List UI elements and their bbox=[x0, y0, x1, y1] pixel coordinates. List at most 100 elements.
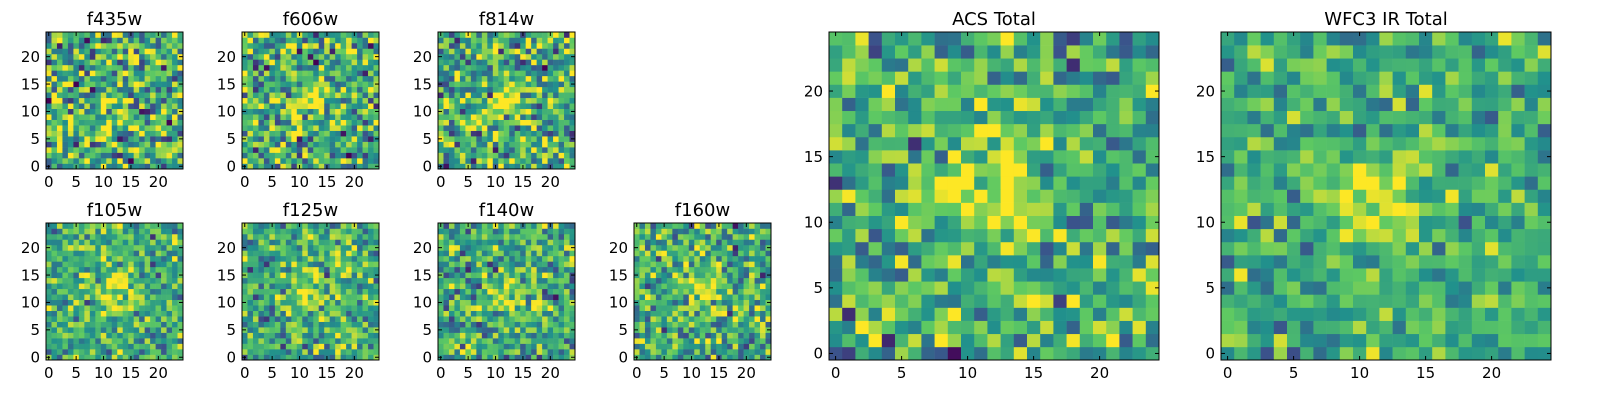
heatmap-cell bbox=[721, 261, 728, 268]
heatmap-cell bbox=[177, 130, 184, 137]
heatmap-cell bbox=[252, 64, 259, 71]
heatmap-cell bbox=[639, 310, 646, 317]
heatmap-cell bbox=[89, 70, 96, 77]
heatmap-cell bbox=[470, 37, 477, 44]
heatmap-cell bbox=[732, 239, 739, 246]
heatmap-cell bbox=[111, 141, 118, 148]
heatmap-cell bbox=[313, 42, 320, 49]
heatmap-cell bbox=[302, 338, 309, 344]
heatmap-cell bbox=[716, 305, 722, 311]
heatmap-cell bbox=[509, 163, 516, 170]
heatmap-cell bbox=[749, 228, 755, 235]
heatmap-cell bbox=[252, 163, 259, 170]
heatmap-cell bbox=[564, 261, 570, 268]
heatmap-cell bbox=[498, 316, 505, 322]
heatmap-cell bbox=[476, 163, 483, 170]
heatmap-cell bbox=[1066, 294, 1081, 308]
heatmap-cell bbox=[525, 130, 532, 137]
heatmap-cell bbox=[117, 163, 124, 170]
heatmap-cell bbox=[542, 64, 548, 71]
heatmap-cell bbox=[155, 152, 162, 159]
heatmap-cell bbox=[525, 228, 532, 235]
heatmap-cell bbox=[291, 349, 298, 355]
heatmap-cell bbox=[84, 81, 91, 88]
heatmap-cell bbox=[128, 310, 134, 317]
heatmap-cell bbox=[503, 266, 510, 273]
x-tick-label: 15 bbox=[513, 173, 532, 191]
heatmap-cell bbox=[760, 223, 766, 229]
heatmap-cell bbox=[128, 158, 134, 164]
heatmap-cell bbox=[520, 92, 526, 99]
heatmap-cell bbox=[666, 255, 673, 262]
heatmap-cell bbox=[705, 255, 712, 262]
heatmap-cell bbox=[62, 354, 69, 361]
heatmap-cell bbox=[139, 158, 145, 164]
heatmap-cell bbox=[666, 261, 673, 268]
heatmap-cell bbox=[329, 239, 336, 246]
heatmap-cell bbox=[644, 354, 651, 361]
heatmap-cell bbox=[51, 327, 58, 333]
heatmap-cell bbox=[362, 294, 369, 301]
heatmap-cell bbox=[1093, 320, 1107, 335]
heatmap-cell bbox=[476, 130, 483, 137]
heatmap-cell bbox=[357, 288, 363, 295]
heatmap-cell bbox=[553, 349, 559, 355]
heatmap-cell bbox=[318, 354, 325, 361]
y-tick-label: 20 bbox=[217, 239, 236, 257]
heatmap-cell bbox=[525, 70, 532, 77]
heatmap-cell bbox=[346, 97, 352, 104]
heatmap-cell bbox=[368, 37, 374, 44]
heatmap-cell bbox=[672, 223, 679, 229]
heatmap-cell bbox=[1040, 163, 1054, 177]
heatmap-cell bbox=[106, 283, 113, 290]
heatmap-cell bbox=[498, 272, 505, 279]
heatmap-cell bbox=[961, 176, 975, 190]
heatmap-cell bbox=[62, 37, 69, 44]
heatmap-cell bbox=[476, 327, 483, 333]
heatmap-cell bbox=[459, 299, 466, 306]
heatmap-cell bbox=[448, 114, 455, 120]
heatmap-cell bbox=[144, 223, 151, 229]
heatmap-cell bbox=[100, 141, 107, 148]
heatmap-cell bbox=[465, 305, 472, 311]
heatmap-cell bbox=[100, 114, 107, 120]
heatmap-cell bbox=[699, 349, 706, 355]
heatmap-cell bbox=[368, 316, 374, 322]
heatmap-cell bbox=[117, 114, 124, 120]
heatmap-cell bbox=[476, 108, 483, 115]
heatmap-cell bbox=[947, 228, 962, 243]
heatmap-cell bbox=[454, 305, 461, 311]
heatmap-cell bbox=[525, 327, 532, 333]
heatmap-cell bbox=[459, 108, 466, 115]
heatmap-cell bbox=[1000, 320, 1015, 335]
heatmap-cell bbox=[536, 103, 543, 110]
heatmap-cell bbox=[476, 266, 483, 273]
heatmap-cell bbox=[738, 349, 744, 355]
heatmap-cell bbox=[263, 250, 270, 257]
heatmap-cell bbox=[117, 108, 124, 115]
heatmap-cell bbox=[569, 343, 576, 350]
heatmap-cell bbox=[509, 92, 516, 99]
heatmap-cell bbox=[73, 53, 80, 60]
heatmap-cell bbox=[710, 338, 717, 344]
heatmap-cell bbox=[357, 125, 363, 131]
heatmap-cell bbox=[470, 294, 477, 301]
heatmap-cell bbox=[525, 152, 532, 159]
heatmap-cell bbox=[67, 299, 74, 306]
heatmap-cell bbox=[553, 327, 559, 333]
heatmap-cell bbox=[498, 261, 505, 268]
heatmap-cell bbox=[62, 32, 69, 38]
heatmap-cell bbox=[335, 327, 341, 333]
heatmap-cell bbox=[144, 103, 151, 110]
heatmap-cell bbox=[732, 349, 739, 355]
heatmap-cell bbox=[553, 223, 559, 229]
heatmap-cell bbox=[258, 70, 265, 77]
heatmap-cell bbox=[881, 176, 896, 190]
heatmap-cell bbox=[150, 81, 156, 88]
heatmap-cell bbox=[166, 266, 173, 273]
heatmap-cell bbox=[285, 266, 292, 273]
heatmap-cell bbox=[542, 75, 548, 82]
heatmap-cell bbox=[133, 354, 140, 361]
heatmap-cell bbox=[569, 75, 576, 82]
heatmap-cell bbox=[155, 92, 162, 99]
